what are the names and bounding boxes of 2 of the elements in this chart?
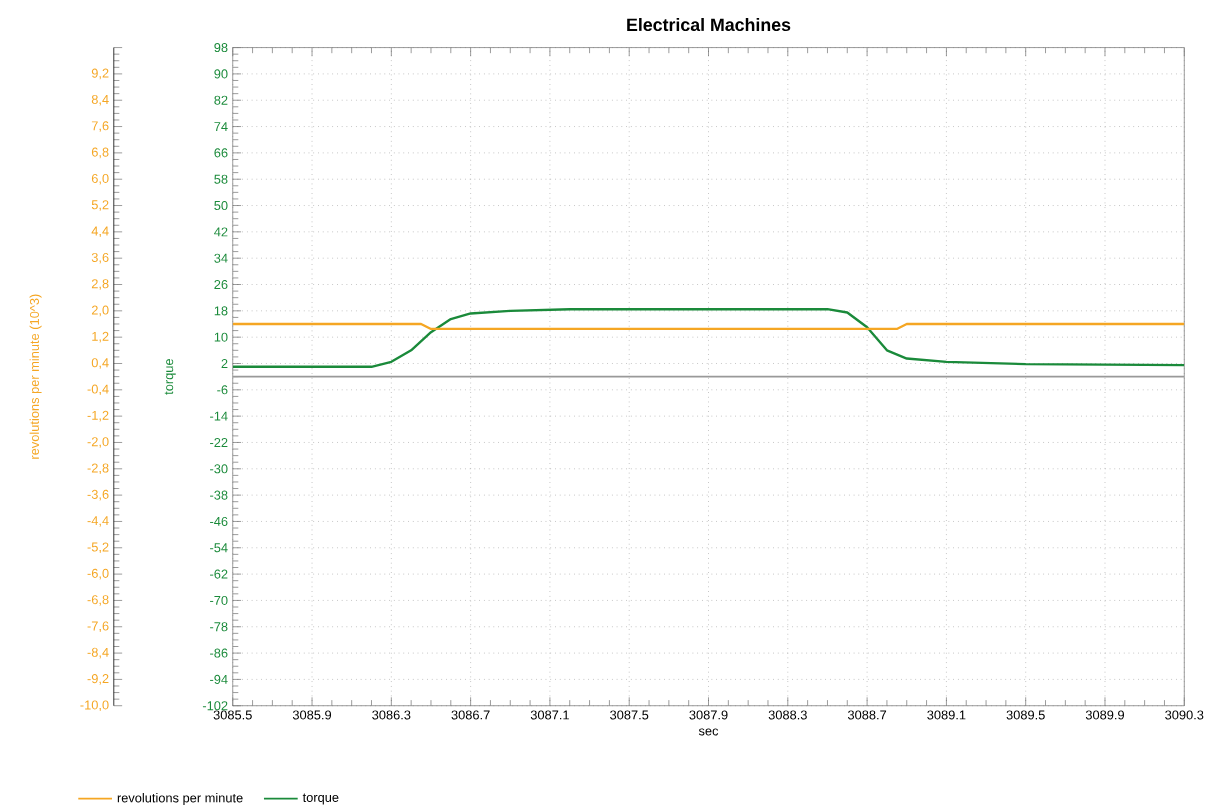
line-series (232, 307, 1185, 368)
chart-title: Electrical Machines (627, 17, 791, 31)
